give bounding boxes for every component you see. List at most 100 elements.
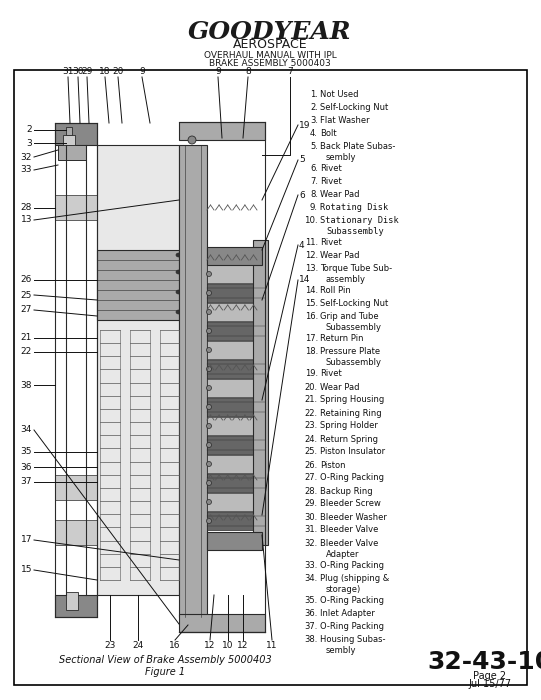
Text: 6: 6 <box>299 190 305 199</box>
Text: O-Ring Packing: O-Ring Packing <box>320 622 384 631</box>
Text: 16: 16 <box>169 641 181 650</box>
Text: 15.: 15. <box>305 300 318 308</box>
Text: Bleeder Valve: Bleeder Valve <box>320 526 378 535</box>
Circle shape <box>207 405 212 409</box>
Text: Grip and Tube: Grip and Tube <box>320 312 379 321</box>
Text: Spring Holder: Spring Holder <box>320 421 378 430</box>
Text: 10: 10 <box>222 641 234 650</box>
Text: 37.: 37. <box>305 622 318 631</box>
Text: Adapter: Adapter <box>326 550 360 559</box>
Text: Piston Insulator: Piston Insulator <box>320 447 385 456</box>
Text: Wear Pad: Wear Pad <box>320 251 360 260</box>
Bar <box>97 250 179 320</box>
Text: 12: 12 <box>204 641 216 650</box>
Text: 8: 8 <box>245 67 251 76</box>
Text: Stationary Disk: Stationary Disk <box>320 216 399 225</box>
Circle shape <box>207 367 212 372</box>
Ellipse shape <box>176 290 182 294</box>
Text: 27.: 27. <box>305 473 318 482</box>
Circle shape <box>207 500 212 505</box>
Bar <box>66 127 72 135</box>
Circle shape <box>207 442 212 447</box>
Text: 9: 9 <box>215 67 221 76</box>
Text: Spring Housing: Spring Housing <box>320 395 384 405</box>
Bar <box>207 455 265 473</box>
Text: Not Used: Not Used <box>320 90 359 99</box>
Text: Inlet Adapter: Inlet Adapter <box>320 609 375 617</box>
Bar <box>207 398 265 416</box>
Bar <box>179 145 207 617</box>
Text: Bolt: Bolt <box>320 129 337 138</box>
Text: 29.: 29. <box>305 500 318 508</box>
Text: Retaining Ring: Retaining Ring <box>320 409 381 417</box>
Text: 9: 9 <box>139 67 145 76</box>
Text: Rivet: Rivet <box>320 370 342 379</box>
Ellipse shape <box>176 253 182 257</box>
Text: 12: 12 <box>237 641 249 650</box>
Text: 32.: 32. <box>305 538 318 547</box>
Text: Flat Washer: Flat Washer <box>320 116 370 125</box>
Text: O-Ring Packing: O-Ring Packing <box>320 561 384 570</box>
Text: 6.: 6. <box>310 164 318 173</box>
Text: 5: 5 <box>299 155 305 164</box>
Text: 9.: 9. <box>310 203 318 212</box>
Text: 35.: 35. <box>305 596 318 605</box>
Bar <box>207 341 265 359</box>
Text: 27: 27 <box>21 305 32 314</box>
Bar <box>207 360 265 378</box>
Text: 34.: 34. <box>305 573 318 582</box>
Text: Torque Tube Sub-: Torque Tube Sub- <box>320 264 392 273</box>
Text: 11.: 11. <box>305 238 318 247</box>
Bar <box>253 240 268 545</box>
Bar <box>179 614 265 632</box>
Text: GOODYEAR: GOODYEAR <box>188 20 352 44</box>
Text: Bleeder Washer: Bleeder Washer <box>320 512 387 522</box>
Text: 22: 22 <box>21 347 32 356</box>
Bar <box>207 493 265 511</box>
Text: 31: 31 <box>62 67 74 76</box>
Text: 19.: 19. <box>305 370 318 379</box>
Text: 17: 17 <box>21 536 32 545</box>
Text: Rivet: Rivet <box>320 164 342 173</box>
Text: Back Plate Subas-: Back Plate Subas- <box>320 142 395 151</box>
Circle shape <box>207 480 212 486</box>
Bar <box>63 135 75 145</box>
Text: Wear Pad: Wear Pad <box>320 382 360 391</box>
Text: 16.: 16. <box>305 312 318 321</box>
Text: Plug (shipping &: Plug (shipping & <box>320 573 390 582</box>
Text: Page 2: Page 2 <box>473 671 506 681</box>
Text: storage): storage) <box>326 584 361 594</box>
Text: 1.: 1. <box>310 90 318 99</box>
Text: Jul 15/77: Jul 15/77 <box>469 679 512 689</box>
Circle shape <box>188 136 196 144</box>
Text: 15: 15 <box>21 566 32 575</box>
Text: Rivet: Rivet <box>320 238 342 247</box>
Ellipse shape <box>176 310 182 314</box>
Text: 12.: 12. <box>305 251 318 260</box>
Text: 28.: 28. <box>305 486 318 496</box>
Text: AEROSPACE: AEROSPACE <box>233 38 307 52</box>
Circle shape <box>207 519 212 524</box>
Text: Backup Ring: Backup Ring <box>320 486 373 496</box>
Bar <box>207 474 265 492</box>
Text: Bleeder Valve: Bleeder Valve <box>320 538 378 547</box>
Text: 24.: 24. <box>305 435 318 444</box>
Text: 21.: 21. <box>305 395 318 405</box>
Text: 33.: 33. <box>305 561 318 570</box>
Text: 37: 37 <box>21 477 32 486</box>
Text: 30: 30 <box>72 67 84 76</box>
Bar <box>207 532 262 550</box>
Text: 5.: 5. <box>310 142 318 151</box>
Bar <box>14 70 527 685</box>
Text: Subassembly: Subassembly <box>326 227 384 236</box>
Text: Self-Locking Nut: Self-Locking Nut <box>320 103 388 112</box>
Text: 18: 18 <box>99 67 111 76</box>
Text: 26.: 26. <box>305 461 318 470</box>
Text: 7.: 7. <box>310 177 318 186</box>
Text: 25.: 25. <box>305 447 318 456</box>
Circle shape <box>207 386 212 391</box>
Bar <box>66 592 78 610</box>
Text: Figure 1: Figure 1 <box>145 667 185 677</box>
Bar <box>207 247 262 265</box>
Circle shape <box>207 424 212 428</box>
